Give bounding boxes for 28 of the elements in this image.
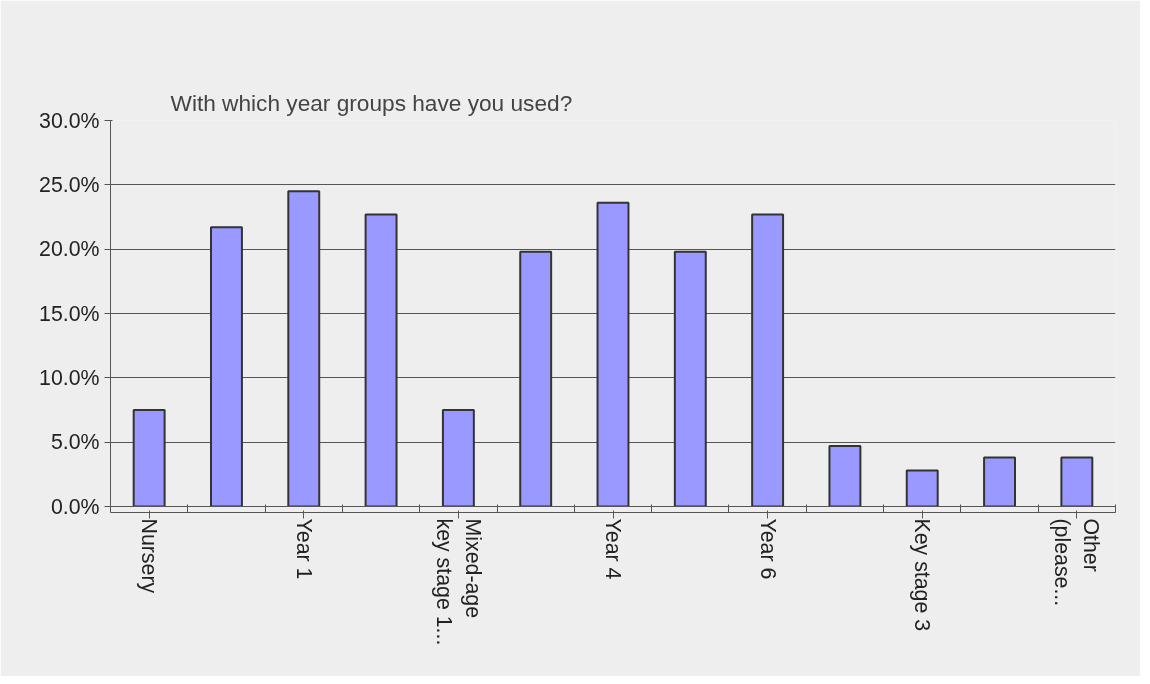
y-tick-label: 25.0% [39, 172, 100, 197]
bar [132, 409, 166, 507]
x-tick-label: Other (please... [1050, 518, 1104, 607]
x-tick-label: Mixed-age key stage 1... [431, 518, 485, 646]
bar [287, 190, 321, 507]
bar [596, 201, 630, 507]
x-tick-label: Key stage 3 [910, 518, 935, 632]
x-tick-label: Year 1 [291, 518, 316, 580]
bar [519, 250, 553, 507]
bar [1060, 456, 1094, 507]
bar [828, 445, 862, 507]
y-tick-label: 15.0% [39, 301, 100, 326]
chart-title: With which year groups have you used? [170, 89, 573, 116]
y-tick-label: 5.0% [50, 430, 100, 455]
x-tick-label: Year 6 [755, 518, 780, 580]
x-tick-label: Year 4 [601, 518, 625, 580]
x-tick-label: Nursery [137, 518, 162, 594]
y-tick-label: 10.0% [39, 365, 100, 390]
bar [364, 213, 398, 507]
y-tick-label: 0.0% [50, 494, 100, 519]
bar [983, 456, 1016, 507]
bar [210, 226, 243, 507]
bar [441, 409, 475, 507]
bar [905, 469, 939, 507]
y-tick-label: 30.0% [39, 108, 100, 133]
y-tick-label: 20.0% [39, 237, 100, 262]
bar [751, 213, 785, 507]
bar [673, 250, 707, 507]
